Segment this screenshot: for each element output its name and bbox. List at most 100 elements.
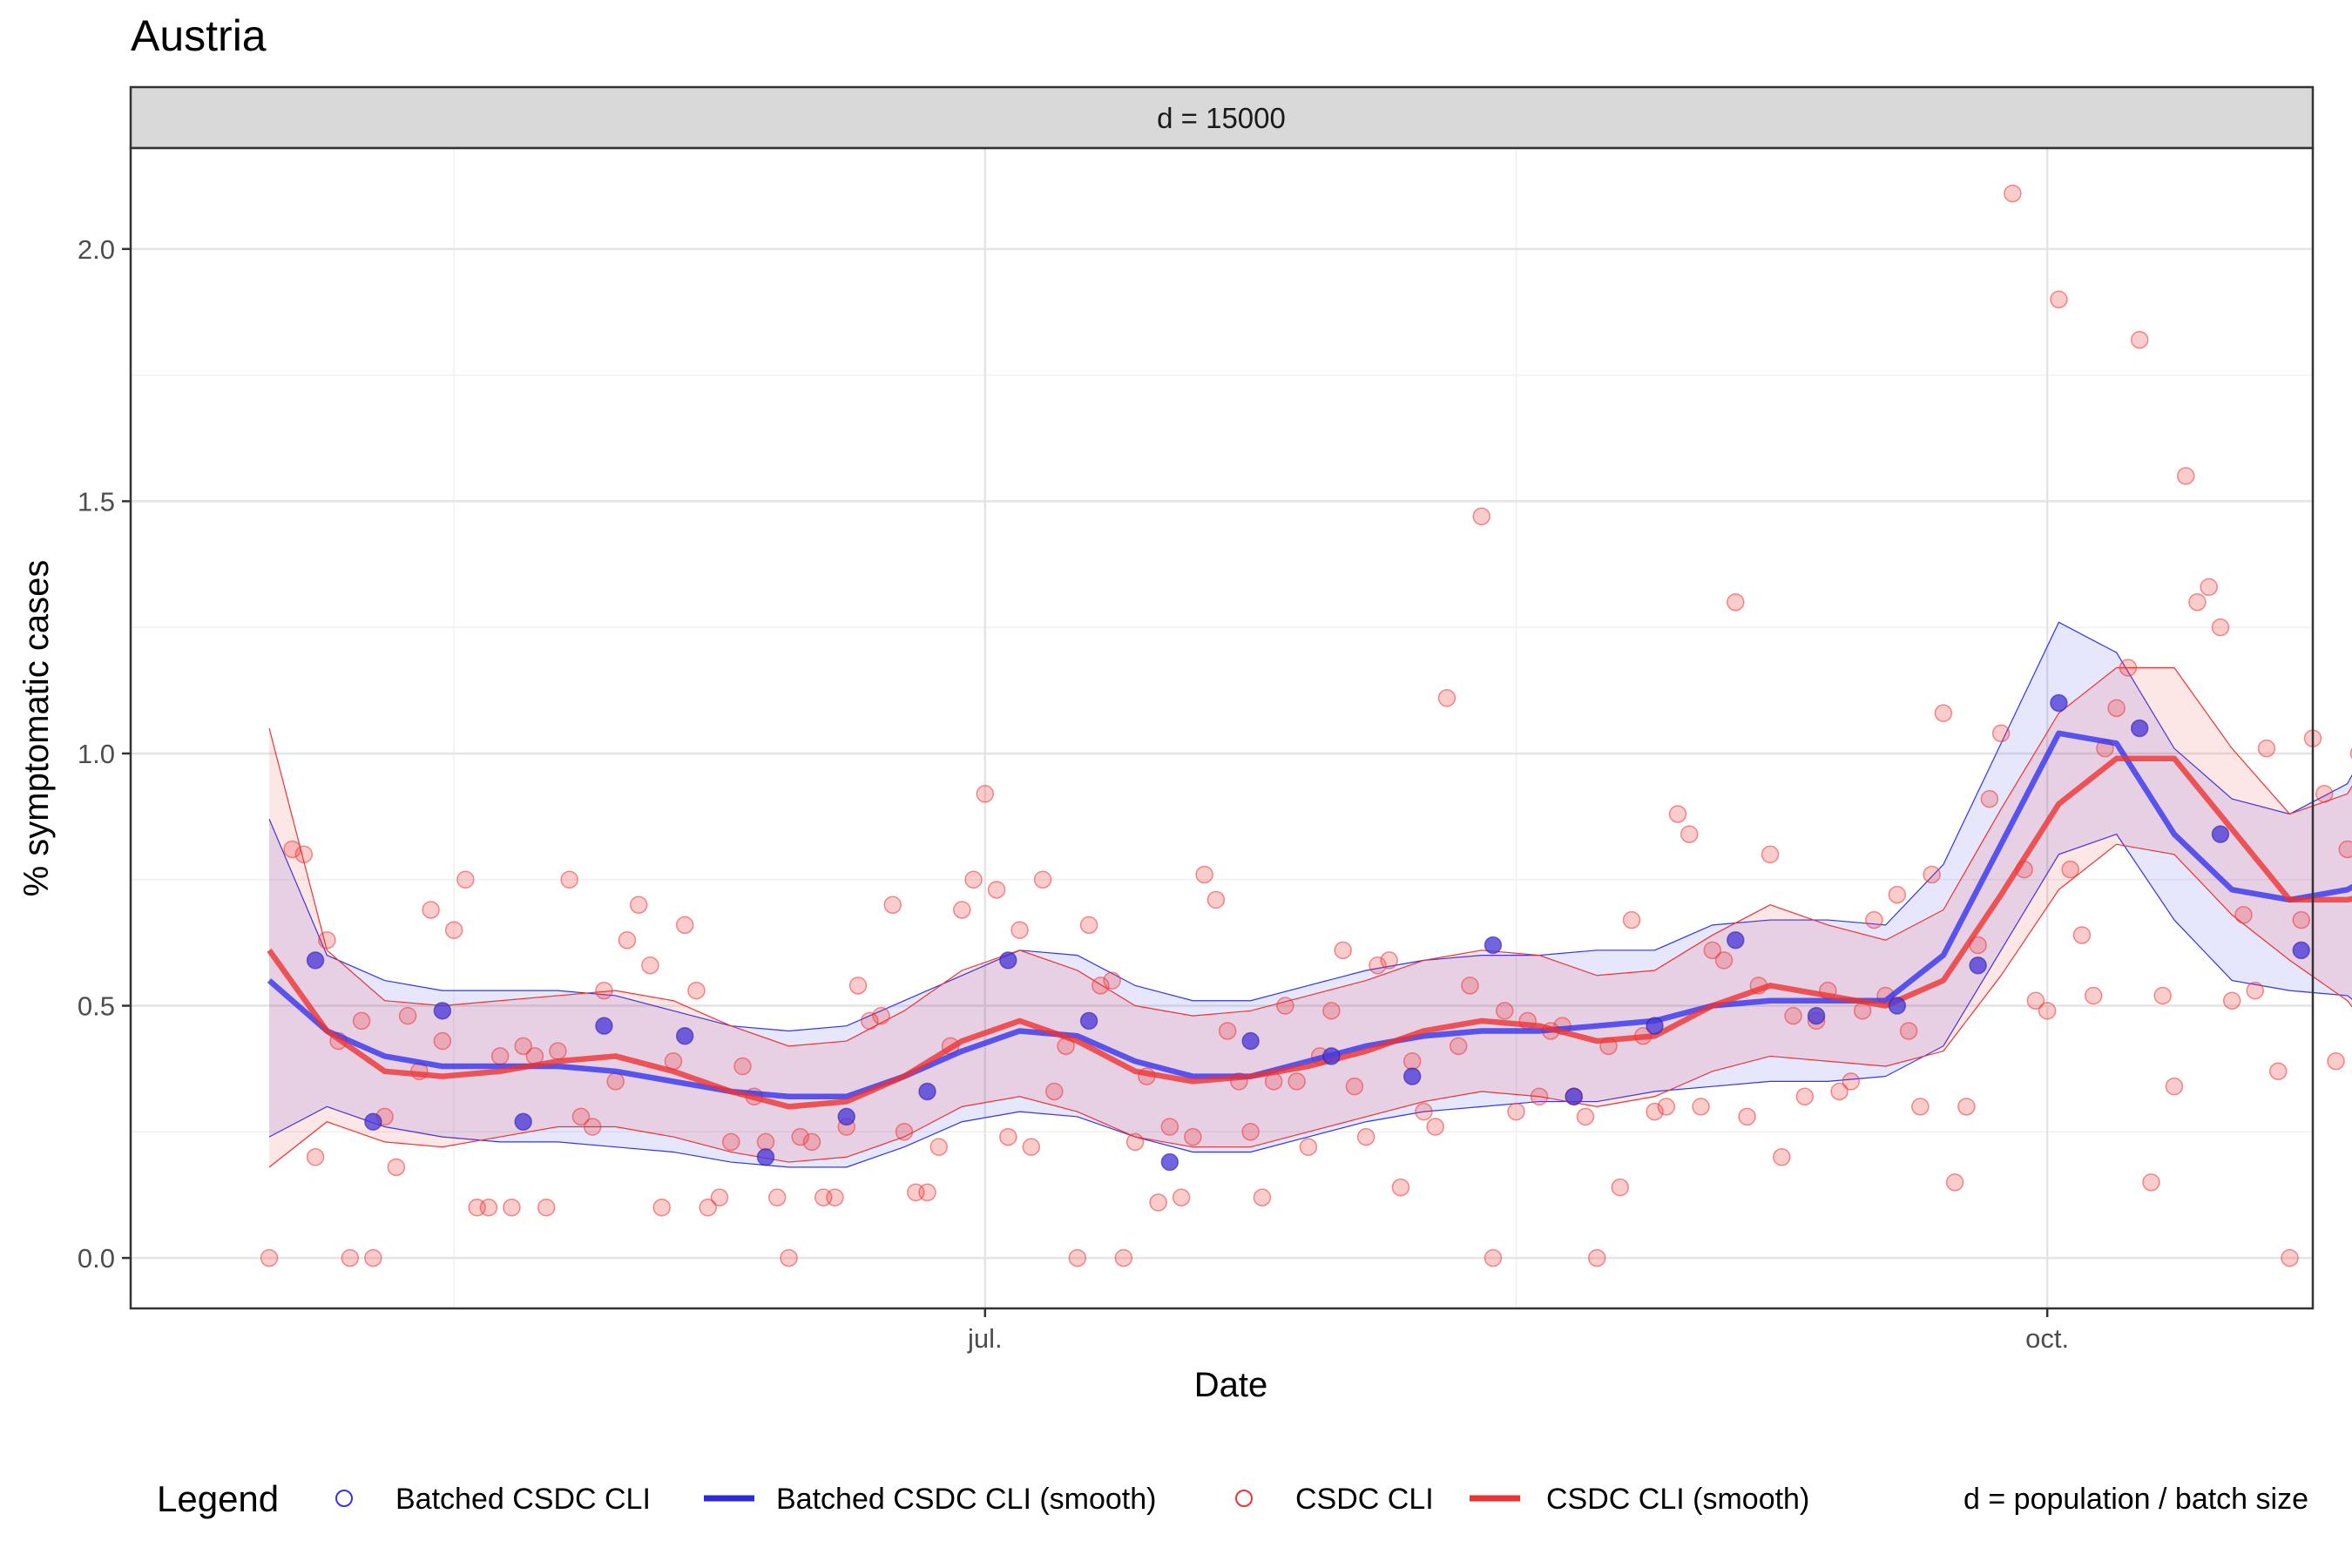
batched-point — [1484, 936, 1503, 955]
csdc-point — [490, 1047, 510, 1065]
csdc-point — [756, 1132, 775, 1152]
csdc-point — [1646, 1102, 1664, 1121]
y-tick-label: 0.5 — [78, 991, 115, 1022]
csdc-point — [1010, 921, 1029, 939]
csdc-point — [1957, 1098, 1976, 1116]
csdc-point — [1426, 1118, 1444, 1136]
csdc-point — [1934, 704, 1953, 722]
csdc-point — [1276, 997, 1294, 1015]
x-tick-label: jul. — [967, 1323, 1003, 1354]
csdc-point — [1045, 1082, 1064, 1101]
csdc-point — [1830, 1082, 1848, 1101]
csdc-point — [918, 1183, 936, 1202]
csdc-point — [2084, 986, 2103, 1005]
legend-label-batched-points: Batched CSDC CLI — [395, 1483, 651, 1516]
y-tick-label: 2.0 — [78, 234, 115, 265]
batched-point — [306, 951, 325, 970]
batched-point — [1888, 997, 1907, 1015]
csdc-point — [341, 1248, 360, 1267]
csdc-point — [895, 1123, 914, 1141]
csdc-point — [387, 1158, 406, 1177]
csdc-point — [444, 921, 463, 939]
csdc-point — [2246, 981, 2264, 1000]
csdc-point — [2153, 986, 2172, 1005]
csdc-point — [652, 1198, 671, 1217]
legend-label-csdc-smooth: CSDC CLI (smooth) — [1546, 1483, 1809, 1516]
csdc-point — [1380, 951, 1398, 970]
csdc-point — [1576, 1107, 1595, 1126]
csdc-point — [1218, 1022, 1237, 1040]
csdc-point — [2004, 184, 2022, 203]
csdc-point — [1495, 1002, 1514, 1020]
csdc-point — [1945, 1173, 1964, 1192]
batched-point — [433, 1002, 452, 1020]
csdc-point — [1125, 1132, 1145, 1152]
csdc-point — [1530, 1087, 1549, 1106]
csdc-point — [1899, 1022, 1918, 1040]
csdc-point — [549, 1042, 567, 1060]
x-axis-label: Date — [1194, 1366, 1268, 1404]
csdc-point — [1195, 865, 1213, 884]
csdc-point — [1103, 971, 1121, 990]
csdc-point — [826, 1188, 844, 1206]
csdc-point — [2315, 785, 2334, 803]
csdc-point — [1402, 1051, 1422, 1071]
csdc-point — [1022, 1138, 1041, 1156]
csdc-point — [294, 845, 314, 864]
csdc-point — [503, 1198, 521, 1217]
csdc-point — [1727, 592, 1745, 612]
csdc-point — [318, 930, 336, 950]
csdc-point — [1888, 885, 1907, 904]
legend-key-csdc-points — [1235, 1490, 1253, 1507]
csdc-point — [2119, 659, 2138, 677]
csdc-point — [2061, 860, 2079, 879]
gridlines — [131, 148, 2313, 1308]
csdc-point — [2038, 1002, 2057, 1020]
csdc-point — [560, 870, 578, 889]
csdc-point — [352, 1011, 371, 1031]
csdc-point — [1356, 1127, 1375, 1146]
csdc-point — [1611, 1178, 1630, 1197]
csdc-point — [1345, 1077, 1364, 1096]
y-axis-label: % symptomatic cases — [17, 560, 56, 897]
chart-title: Austria — [131, 11, 267, 60]
csdc-point — [1784, 1006, 1802, 1025]
csdc-point — [479, 1198, 498, 1217]
csdc-point — [537, 1198, 556, 1217]
csdc-point — [364, 1248, 382, 1267]
csdc-point — [283, 840, 301, 859]
csdc-point — [964, 870, 983, 889]
csdc-point — [687, 981, 706, 1000]
csdc-point — [1149, 1193, 1167, 1212]
csdc-point — [514, 1037, 532, 1056]
y-tick-label: 1.0 — [78, 739, 115, 769]
batched-point — [1807, 1006, 1826, 1025]
batched-point — [1322, 1047, 1341, 1065]
csdc-point — [571, 1107, 591, 1126]
csdc-point — [583, 1118, 602, 1136]
csdc-point — [306, 1148, 325, 1166]
csdc-point — [1092, 977, 1110, 995]
csdc-point — [629, 896, 648, 914]
batched-point — [1646, 1017, 1664, 1035]
csdc-point — [1241, 1123, 1260, 1141]
csdc-point — [1079, 916, 1098, 935]
batched-point — [1241, 1031, 1260, 1051]
csdc-point — [422, 901, 440, 919]
batched-point — [756, 1148, 775, 1166]
csdc-point — [641, 956, 659, 975]
csdc-point — [1160, 1118, 1179, 1136]
csdc-smooth-ribbon-lower — [268, 843, 2352, 1168]
csdc-point — [767, 1188, 787, 1206]
csdc-point — [1680, 825, 1699, 843]
csdc-smooth-ribbon — [269, 667, 2352, 1167]
csdc-point — [1991, 724, 2011, 743]
csdc-point — [1692, 1098, 1710, 1116]
plot-area — [131, 148, 2352, 1308]
legend-title: Legend — [157, 1478, 279, 1519]
csdc-point — [1391, 1178, 1410, 1197]
csdc-point — [929, 1138, 949, 1156]
csdc-point — [2026, 991, 2045, 1010]
csdc-point — [675, 916, 694, 935]
batched-point — [1402, 1067, 1422, 1085]
